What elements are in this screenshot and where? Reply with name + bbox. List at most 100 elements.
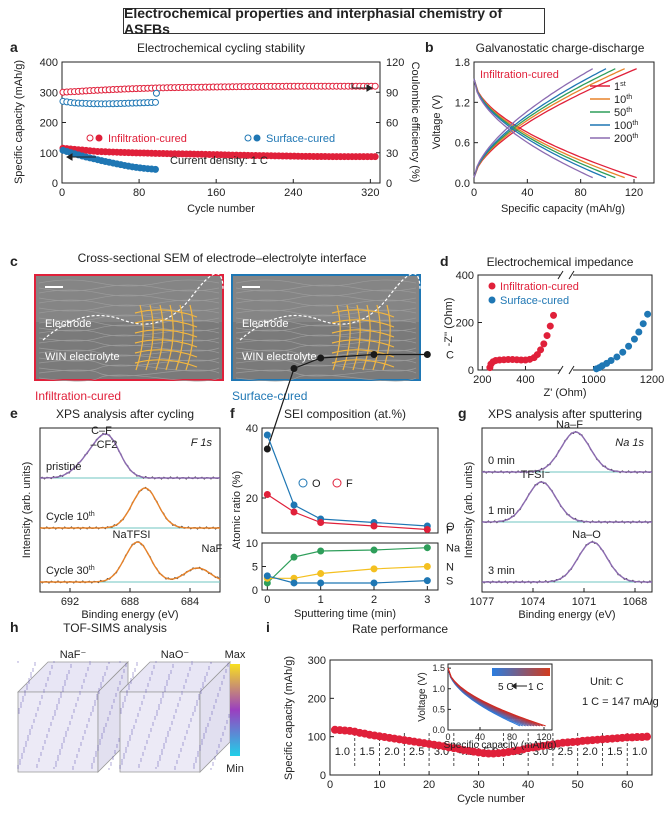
ion-signal-dot <box>32 668 34 670</box>
ion-signal-dot <box>29 733 31 735</box>
ion-signal-dot <box>76 754 78 756</box>
ion-signal-dot <box>63 737 65 739</box>
spectrum-fit <box>40 487 220 529</box>
ion-signal-dot <box>81 685 83 687</box>
ion-signal-dot <box>84 732 86 734</box>
ion-signal-dot <box>209 719 211 721</box>
ion-signal-dot <box>92 710 94 712</box>
tick-label: 1 <box>318 594 324 606</box>
axis-break <box>557 270 575 280</box>
rate-label: 1.5 <box>607 746 622 758</box>
tick-label: 10 <box>373 779 385 791</box>
ion-signal-dot <box>22 696 24 698</box>
panel-letter-f: f <box>230 405 235 421</box>
ce-point <box>371 82 379 90</box>
ion-signal-dot <box>195 759 197 761</box>
ion-signal-dot <box>123 669 125 671</box>
y-axis-label: Atomic ratio (%) <box>231 471 243 549</box>
ion-signal-dot <box>99 741 101 743</box>
ion-signal-dot <box>89 663 91 665</box>
ion-signal-dot <box>154 716 156 718</box>
ion-signal-dot <box>22 698 24 700</box>
mesh-line <box>135 304 144 371</box>
ion-signal-dot <box>186 730 188 732</box>
y-axis-label: Specific capacity (mAh/g) <box>13 60 25 184</box>
ion-signal-dot <box>79 693 81 695</box>
ion-signal-dot <box>171 721 173 723</box>
tick-label: 40 <box>475 732 485 742</box>
spectrum-fit <box>482 541 652 583</box>
ion-signal-dot <box>121 675 123 677</box>
ion-signal-dot <box>31 727 33 729</box>
ion-signal-dot <box>99 739 101 741</box>
ion-signal-dot <box>57 755 59 757</box>
interface-line <box>239 273 421 341</box>
ion-signal-dot <box>121 761 123 763</box>
ion-signal-dot <box>200 690 202 692</box>
impedance-point <box>550 311 558 319</box>
ion-signal-dot <box>129 737 131 739</box>
ion-signal-dot <box>198 694 200 696</box>
ion-signal-dot <box>64 684 66 686</box>
tick-label: 0.0 <box>432 725 445 735</box>
ion-signal-dot <box>50 722 52 724</box>
tick-label: 200 <box>40 118 58 130</box>
colorbar-max-label: Max <box>225 649 246 661</box>
ion-signal-dot <box>60 696 62 698</box>
mesh-line <box>352 304 361 371</box>
tick-label: 1.8 <box>455 57 470 69</box>
ion-signal-dot <box>56 708 58 710</box>
ion-signal-dot <box>46 736 48 738</box>
ion-signal-dot <box>68 670 70 672</box>
ion-signal-dot <box>21 755 23 757</box>
ion-signal-dot <box>159 759 161 761</box>
ion-signal-dot <box>74 760 76 762</box>
ion-signal-dot <box>19 759 21 761</box>
ion-signal-dot <box>157 765 159 767</box>
ion-signal-dot <box>83 681 85 683</box>
mesh-line <box>331 359 395 368</box>
data-point <box>423 351 431 358</box>
ion-signal-dot <box>124 696 126 698</box>
ion-signal-dot <box>26 686 28 688</box>
ion-signal-dot <box>176 762 178 764</box>
ion-signal-dot <box>43 691 45 693</box>
ion-signal-dot <box>168 676 170 678</box>
ion-signal-dot <box>184 738 186 740</box>
ion-signal-dot <box>151 671 153 673</box>
ion-signal-dot <box>140 758 142 760</box>
ion-signal-dot <box>194 710 196 712</box>
ion-signal-dot <box>78 750 80 752</box>
ion-signal-dot <box>49 673 51 675</box>
rate-point <box>643 732 652 741</box>
ion-signal-dot <box>126 694 128 696</box>
ion-signal-dot <box>166 684 168 686</box>
ion-signal-dot <box>42 748 44 750</box>
ion-signal-dot <box>208 666 210 668</box>
ion-signal-dot <box>42 746 44 748</box>
ion-signal-dot <box>218 744 220 746</box>
tick-label: 3 <box>424 594 430 606</box>
tick-label: 100 <box>308 732 326 744</box>
arrow-label: 5 C <box>498 682 514 693</box>
ion-signal-dot <box>149 679 151 681</box>
legend-label: Infiltration-cured <box>108 133 187 145</box>
ion-signal-dot <box>31 725 33 727</box>
spectrum-label: 0 min <box>488 455 515 467</box>
x-axis-label: Cycle number <box>187 203 255 215</box>
tick-label: 20 <box>246 493 258 505</box>
ion-signal-dot <box>211 711 213 713</box>
ion-signal-dot <box>76 756 78 758</box>
superscript: st <box>620 80 626 88</box>
impedance-point <box>533 351 541 359</box>
charge-curve <box>473 68 607 178</box>
tick-label: 120 <box>386 57 404 69</box>
ion-signal-dot <box>44 740 46 742</box>
tick-label: 90 <box>386 87 398 99</box>
ion-signal-dot <box>182 744 184 746</box>
panel-letter-g: g <box>458 405 467 421</box>
ion-signal-dot <box>71 717 73 719</box>
ion-signal-dot <box>37 707 39 709</box>
ion-signal-dot <box>119 681 121 683</box>
ion-signal-dot <box>178 754 180 756</box>
